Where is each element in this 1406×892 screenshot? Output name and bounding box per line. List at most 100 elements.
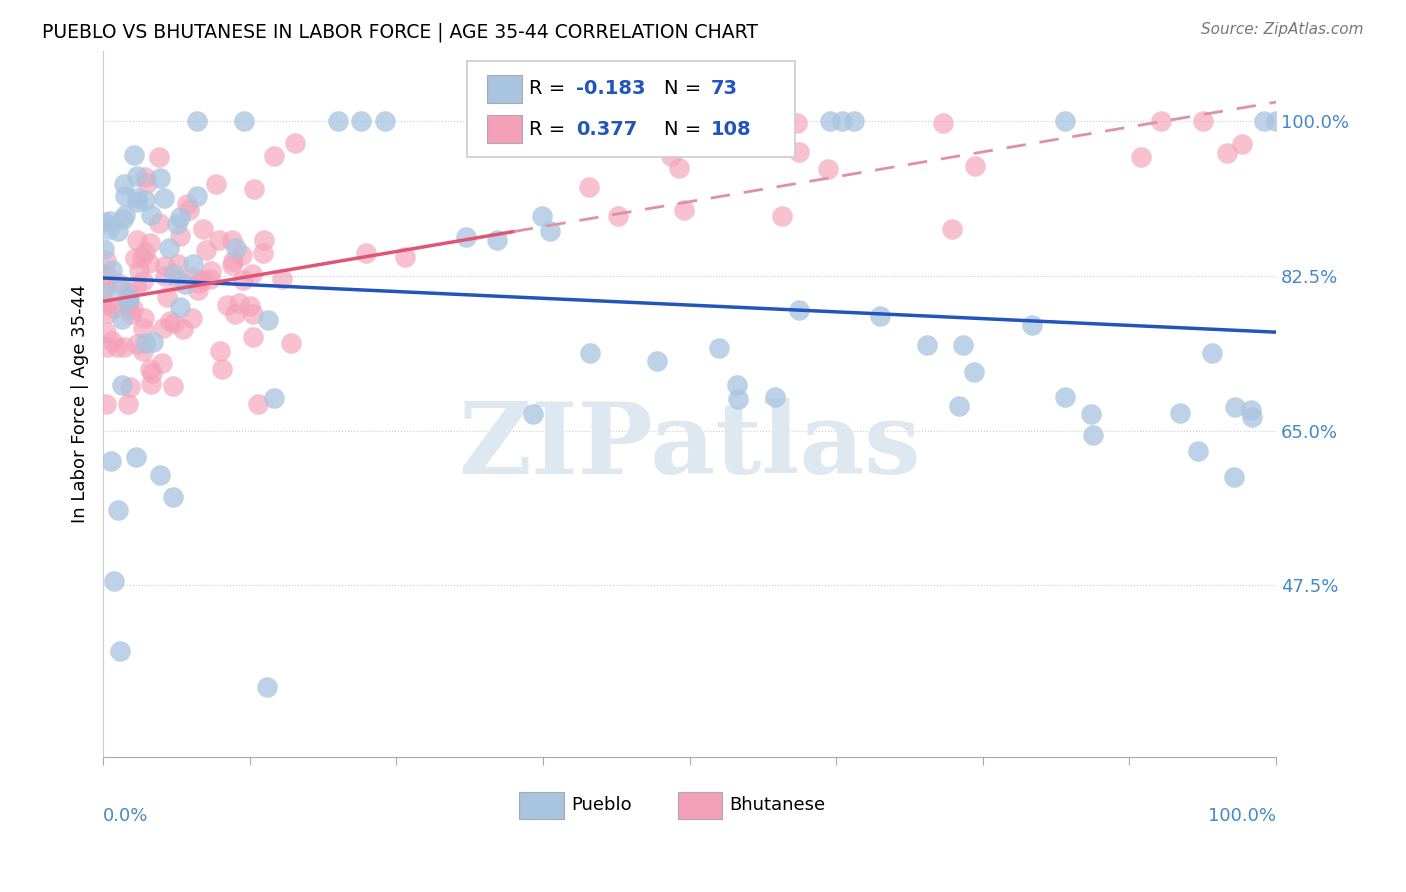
Point [94, 397, 117, 411]
Point [186, 189, 208, 203]
Point [118, 291, 141, 305]
Point [725, 377, 748, 392]
Point [242, 307, 264, 321]
Text: Source: ZipAtlas.com: Source: ZipAtlas.com [1201, 22, 1364, 37]
Point [134, 170, 156, 185]
Point [221, 254, 243, 268]
Point [1223, 469, 1246, 483]
Point [98, 222, 121, 236]
Point [172, 322, 194, 336]
Text: R =: R = [529, 79, 571, 98]
Point [256, 680, 278, 694]
Point [578, 180, 600, 194]
Point [205, 178, 228, 192]
Point [374, 114, 396, 128]
Point [786, 116, 808, 130]
Point [198, 272, 221, 286]
Text: N =: N = [664, 79, 707, 98]
Point [138, 256, 160, 270]
Point [159, 314, 181, 328]
Point [117, 291, 139, 305]
FancyBboxPatch shape [486, 75, 522, 103]
Point [134, 336, 156, 351]
Point [963, 160, 986, 174]
Point [1253, 114, 1275, 128]
Point [239, 299, 262, 313]
Point [1021, 318, 1043, 333]
Point [153, 259, 176, 273]
Point [111, 311, 134, 326]
Point [765, 390, 787, 404]
Point [195, 243, 218, 257]
Point [217, 298, 239, 312]
Point [668, 161, 690, 176]
Point [139, 236, 162, 251]
Point [242, 330, 264, 344]
Point [692, 128, 714, 142]
Point [169, 300, 191, 314]
Point [1240, 403, 1263, 417]
Point [1054, 390, 1077, 404]
Point [132, 321, 155, 335]
Point [183, 270, 205, 285]
Point [211, 361, 233, 376]
Point [869, 309, 891, 323]
Point [479, 114, 502, 128]
Point [963, 365, 986, 379]
Point [225, 241, 247, 255]
Text: 0.377: 0.377 [576, 120, 637, 139]
Point [98, 214, 121, 228]
Point [96, 340, 118, 354]
Text: 0.0%: 0.0% [103, 807, 149, 825]
Point [150, 355, 173, 369]
Point [94, 325, 117, 339]
Point [112, 211, 135, 226]
Point [647, 354, 669, 368]
Text: 73: 73 [710, 79, 738, 98]
Point [221, 258, 243, 272]
Point [97, 297, 120, 311]
Point [169, 229, 191, 244]
Point [152, 320, 174, 334]
Text: N =: N = [664, 120, 707, 139]
Point [1129, 150, 1152, 164]
Point [1168, 406, 1191, 420]
Point [118, 285, 141, 300]
Point [148, 216, 170, 230]
Bar [678, 792, 723, 819]
Point [200, 264, 222, 278]
Point [191, 273, 214, 287]
Point [134, 193, 156, 207]
Point [394, 250, 416, 264]
Point [787, 145, 810, 160]
Text: 100.0%: 100.0% [1208, 807, 1277, 825]
Point [1187, 444, 1209, 458]
Point [952, 338, 974, 352]
Point [454, 230, 477, 244]
Point [93, 215, 115, 229]
Point [354, 245, 377, 260]
Point [1223, 400, 1246, 414]
Point [228, 296, 250, 310]
Point [103, 301, 125, 316]
Point [163, 267, 186, 281]
Point [162, 379, 184, 393]
Point [208, 233, 231, 247]
Point [166, 274, 188, 288]
Point [350, 114, 373, 128]
Point [139, 376, 162, 391]
Point [105, 341, 128, 355]
Point [772, 209, 794, 223]
Point [94, 267, 117, 281]
Point [252, 246, 274, 260]
FancyBboxPatch shape [467, 62, 796, 157]
Point [96, 252, 118, 267]
Point [1230, 137, 1253, 152]
Point [156, 290, 179, 304]
Point [157, 241, 180, 255]
Point [125, 278, 148, 293]
Point [107, 503, 129, 517]
Point [284, 136, 307, 150]
Point [224, 306, 246, 320]
Point [125, 195, 148, 210]
